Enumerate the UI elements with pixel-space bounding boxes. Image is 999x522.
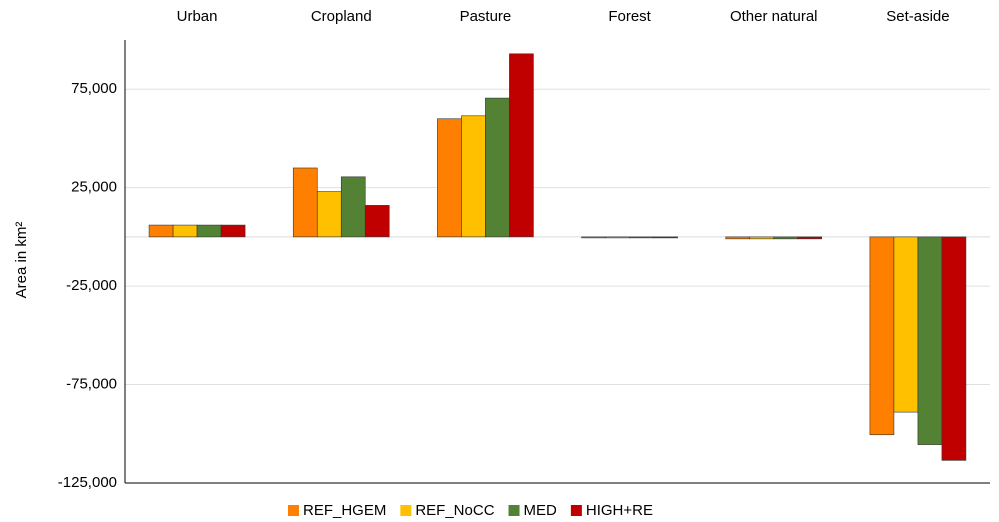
y-tick-label: 75,000 bbox=[71, 80, 117, 97]
y-tick-label: -25,000 bbox=[66, 277, 117, 294]
bar bbox=[340, 176, 366, 238]
bar bbox=[917, 236, 943, 445]
bar bbox=[220, 224, 246, 238]
category-label: Forest bbox=[608, 8, 651, 25]
bar bbox=[893, 236, 919, 413]
bar bbox=[485, 97, 510, 238]
category-label: Set-aside bbox=[886, 8, 949, 25]
y-axis-label: Area in km² bbox=[13, 222, 30, 299]
y-tick-label: -75,000 bbox=[66, 376, 117, 393]
bar bbox=[364, 205, 390, 238]
bar bbox=[797, 236, 823, 240]
category-label: Pasture bbox=[460, 8, 512, 25]
bar bbox=[773, 236, 799, 240]
bar bbox=[869, 236, 895, 436]
bar bbox=[437, 118, 462, 238]
bar bbox=[749, 236, 775, 240]
bar bbox=[941, 236, 967, 461]
legend-swatch bbox=[400, 505, 412, 516]
bar bbox=[653, 236, 678, 239]
y-tick-label: 25,000 bbox=[71, 179, 117, 196]
category-label: Cropland bbox=[311, 8, 372, 25]
bar bbox=[172, 224, 198, 238]
bar bbox=[292, 167, 318, 238]
legend-label: MED bbox=[524, 502, 558, 519]
bar bbox=[196, 224, 222, 238]
category-label: Other natural bbox=[730, 8, 818, 25]
bar bbox=[509, 53, 534, 238]
bar bbox=[725, 236, 751, 240]
legend-swatch bbox=[508, 505, 520, 516]
bar bbox=[148, 224, 174, 238]
legend-label: REF_NoCC bbox=[415, 502, 494, 519]
category-label: Urban bbox=[177, 8, 218, 25]
bar bbox=[581, 236, 606, 239]
legend-label: HIGH+RE bbox=[586, 502, 653, 519]
legend-swatch bbox=[288, 505, 299, 516]
bar bbox=[461, 115, 486, 238]
legend-swatch bbox=[570, 505, 582, 516]
bar bbox=[316, 191, 342, 238]
bar bbox=[605, 236, 630, 239]
legend-label: REF_HGEM bbox=[303, 502, 386, 519]
bar bbox=[629, 236, 654, 239]
y-tick-label: -125,000 bbox=[58, 474, 117, 491]
